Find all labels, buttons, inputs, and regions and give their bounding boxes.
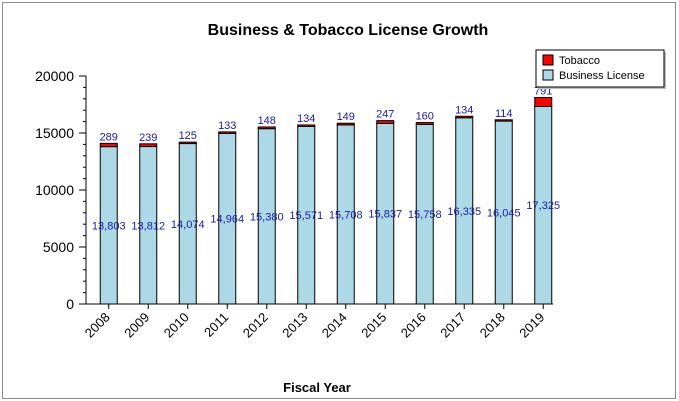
bar-tobacco: [455, 115, 474, 119]
data-label-tobacco: 160: [416, 111, 434, 123]
data-label-business-license: 15,837: [368, 209, 402, 221]
bar-tobacco: [336, 122, 355, 126]
legend-label: Business License: [559, 70, 645, 82]
data-label-business-license: 13,803: [92, 220, 126, 232]
legend-label: Tobacco: [559, 55, 600, 67]
data-label-tobacco: 134: [297, 113, 315, 125]
data-label-tobacco: 149: [337, 111, 355, 123]
bar-tobacco: [257, 126, 276, 130]
y-tick-label: 10000: [35, 182, 74, 198]
x-tick-label: 2016: [398, 310, 429, 341]
data-label-business-license: 15,708: [329, 209, 363, 221]
x-tick-label: 2017: [437, 310, 468, 341]
x-tick-label: 2010: [161, 310, 192, 341]
data-label-business-license: 14,074: [171, 219, 205, 231]
data-label-tobacco: 239: [139, 132, 157, 144]
data-label-business-license: 17,325: [526, 200, 560, 212]
data-label-business-license: 16,045: [487, 208, 521, 220]
bar-tobacco: [99, 142, 118, 148]
data-label-tobacco: 289: [100, 131, 118, 143]
data-label-tobacco: 125: [179, 130, 197, 142]
data-label-business-license: 15,571: [289, 210, 323, 222]
legend-swatch: [542, 54, 554, 66]
plot-area: 0 5000 10000 15000 20000 2008 13,803 289 2009 13,…: [35, 68, 560, 341]
data-label-tobacco: 148: [258, 115, 276, 127]
legend-box: [535, 49, 665, 88]
y-tick-label: 5000: [43, 239, 74, 255]
data-label-tobacco: 134: [455, 104, 473, 116]
y-tick-label: 20000: [35, 68, 74, 84]
chart: Business & Tobacco License Growth Fiscal…: [35, 22, 666, 395]
chart-title: Business & Tobacco License Growth: [208, 22, 489, 39]
bar-tobacco: [415, 122, 434, 125]
x-tick-label: 2015: [358, 310, 389, 341]
data-label-business-license: 14,964: [210, 214, 244, 226]
data-label-business-license: 16,335: [447, 206, 481, 218]
x-tick-label: 2013: [279, 310, 310, 341]
x-tick-label: 2014: [319, 310, 350, 341]
bar-tobacco: [494, 119, 513, 122]
data-label-tobacco: 114: [495, 108, 513, 120]
bar-tobacco: [534, 96, 553, 107]
x-tick-label: 2012: [240, 310, 271, 341]
bar-tobacco: [376, 120, 395, 124]
data-label-business-license: 15,380: [250, 211, 284, 223]
data-label-business-license: 15,758: [408, 209, 442, 221]
legend-swatch: [542, 69, 554, 81]
data-label-business-license: 13,812: [131, 220, 165, 232]
x-tick-label: 2009: [121, 310, 152, 341]
legend: Tobacco Business License: [535, 49, 666, 89]
y-tick-label: 0: [66, 296, 74, 312]
bar-tobacco: [139, 143, 158, 148]
x-axis-label: Fiscal Year: [283, 380, 351, 395]
x-tick-label: 2018: [477, 310, 508, 341]
data-label-tobacco: 133: [218, 120, 236, 132]
x-tick-label: 2019: [516, 310, 547, 341]
x-tick-label: 2011: [201, 310, 231, 340]
bar-tobacco: [218, 131, 237, 134]
bar-tobacco: [297, 124, 316, 127]
bar-tobacco: [178, 141, 197, 145]
y-tick-label: 15000: [35, 125, 74, 141]
data-label-tobacco: 247: [376, 109, 394, 121]
x-tick-label: 2008: [82, 310, 113, 341]
